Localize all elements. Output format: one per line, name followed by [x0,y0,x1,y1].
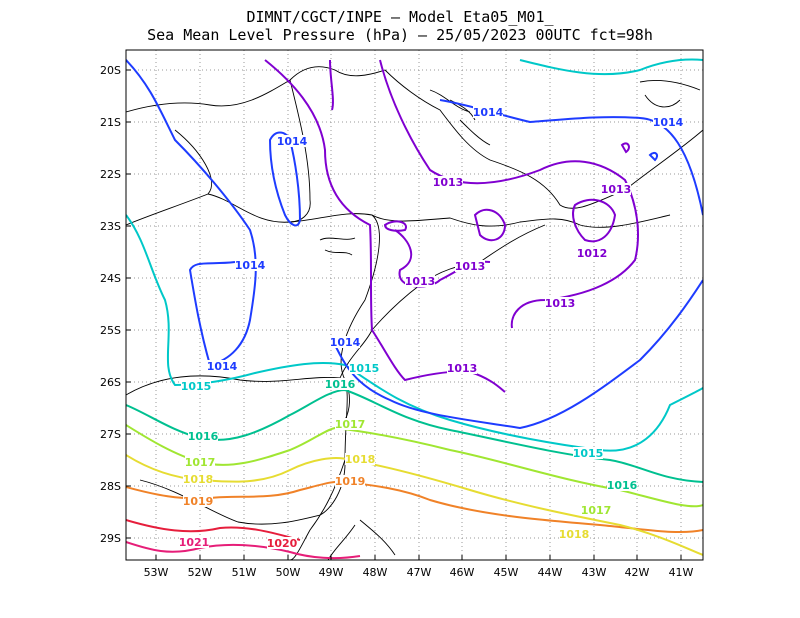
lon-label: 45W [494,566,519,579]
contour-label-1019: 1019 [183,495,214,508]
contour-label-bg [183,473,213,485]
contour-label-1015: 1015 [573,447,604,460]
contour-label-1018: 1018 [183,473,214,486]
lat-label: 27S [100,428,121,441]
contour-label-bg [179,536,209,548]
contour-label-bg [235,259,265,271]
contour-label-1013: 1013 [405,275,436,288]
lat-label: 23S [100,220,121,233]
lon-label: 50W [276,566,301,579]
contour-label-bg [607,479,637,491]
lat-label: 24S [100,272,121,285]
contour-label-bg [581,504,611,516]
contour-label-1018: 1018 [345,453,376,466]
title-line-1: DIMNT/CGCT/INPE – Model Eta05_M01_ [246,8,554,26]
contour-label-bg [325,378,355,390]
contour-label-bg [207,360,237,372]
contour-label-1015: 1015 [349,362,380,375]
lat-label: 28S [100,480,121,493]
longitude-labels: 53W 52W 51W 50W 49W 48W 47W 46W 45W 44W 43W 42W 41W [144,566,694,579]
contour-label-bg [185,456,215,468]
contour-label-1013: 1013 [601,183,632,196]
contour-label-bg [447,362,477,374]
contour-label-bg [345,453,375,465]
latitude-labels: 20S 21S 22S 23S 24S 25S 26S 27S 28S 29S [100,64,121,545]
lon-label: 42W [625,566,650,579]
contour-label-1013: 1013 [455,260,486,273]
contour-label-bg [601,183,631,195]
contour-label-bg [349,362,379,374]
contour-label-bg [335,418,365,430]
contour-label-1020: 1020 [267,537,298,550]
contour-label-bg [653,116,683,128]
lon-label: 53W [144,566,169,579]
lat-label: 20S [100,64,121,77]
lat-label: 26S [100,376,121,389]
lat-label: 29S [100,532,121,545]
lon-label: 48W [363,566,388,579]
lat-label: 21S [100,116,121,129]
contour-label-bg [573,447,603,459]
contour-label-bg [473,106,503,118]
contour-label-1014: 1014 [207,360,238,373]
lon-label: 47W [407,566,432,579]
contour-label-1014: 1014 [653,116,684,129]
lon-label: 49W [319,566,344,579]
contour-label-1016: 1016 [607,479,638,492]
lat-label: 22S [100,168,121,181]
contour-label-bg [559,528,589,540]
contour-label-1017: 1017 [581,504,612,517]
contour-label-1013: 1013 [447,362,478,375]
contour-label-bg [267,537,297,549]
contour-label-1014: 1014 [473,106,504,119]
contour-labels: 1014 1014 1014 1014 1014 1014 1013 1013 1013 1013… [179,106,684,550]
contour-label-1014: 1014 [235,259,266,272]
lon-label: 44W [538,566,563,579]
lat-label: 25S [100,324,121,337]
map-frame [125,49,704,561]
contour-label-bg [577,247,607,259]
contour-label-1013: 1013 [433,176,464,189]
lon-label: 52W [188,566,213,579]
contour-label-bg [181,380,211,392]
contour-label-1016: 1016 [325,378,356,391]
contour-label-bg [277,135,307,147]
contour-label-bg [335,475,365,487]
lon-label: 51W [232,566,257,579]
contour-label-bg [330,336,360,348]
contour-label-1019: 1019 [335,475,366,488]
contour-label-1017: 1017 [185,456,216,469]
contour-label-bg [433,176,463,188]
contour-label-bg [455,260,485,272]
contour-label-1015: 1015 [181,380,212,393]
contour-label-1012: 1012 [577,247,608,260]
contour-label-1014: 1014 [330,336,361,349]
lon-label: 41W [669,566,694,579]
contour-label-bg [545,297,575,309]
contour-label-bg [405,275,435,287]
lon-label: 46W [450,566,475,579]
lon-label: 43W [582,566,607,579]
axis-ticks [126,69,682,560]
contour-label-1014: 1014 [277,135,308,148]
contour-label-1016: 1016 [188,430,219,443]
title-line-2: Sea Mean Level Pressure (hPa) – 25/05/20… [147,26,653,44]
contour-label-1017: 1017 [335,418,366,431]
contour-label-bg [183,495,213,507]
contour-label-bg [188,430,218,442]
map-grid [126,50,703,560]
contour-label-1013: 1013 [545,297,576,310]
contour-label-1021: 1021 [179,536,210,549]
contour-label-1018: 1018 [559,528,590,541]
